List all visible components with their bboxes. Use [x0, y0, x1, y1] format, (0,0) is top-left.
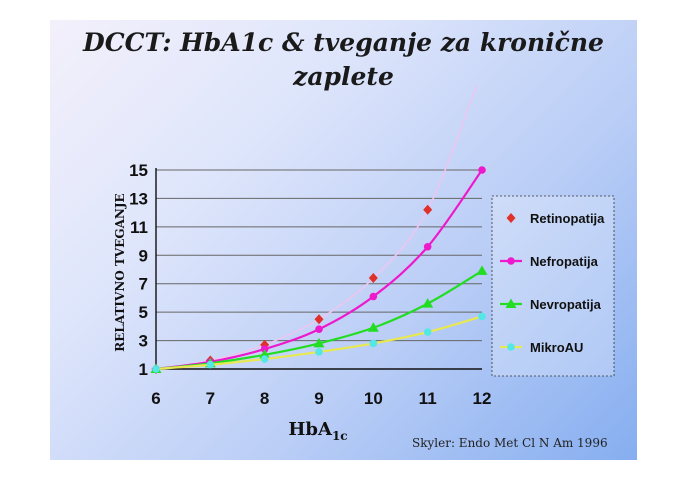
data-point-nefropatija: [478, 166, 486, 174]
y-tick-label: 13: [129, 189, 148, 208]
data-point-mikroau: [478, 312, 486, 321]
data-point-nefropatija: [423, 242, 432, 251]
y-tick-label: 1: [139, 360, 148, 379]
x-tick-label: 6: [151, 389, 160, 408]
data-point-retinopatija: [423, 204, 433, 215]
x-tick-label: 7: [206, 389, 215, 408]
legend-label-mikroau: MikroAU: [530, 340, 583, 355]
x-tick-label: 11: [419, 389, 437, 408]
data-point-mikroau: [260, 355, 269, 363]
x-tick-label: 8: [260, 389, 269, 408]
data-point-retinopatija: [314, 314, 324, 325]
legend-label-nefropatija: Nefropatija: [530, 254, 599, 269]
chart-title-line2: zaplete: [293, 62, 394, 91]
legend-marker-retinopatija: [506, 213, 516, 223]
data-point-mikroau: [315, 348, 323, 356]
x-tick-label: 9: [314, 389, 323, 408]
y-tick-label: 11: [130, 218, 148, 237]
y-tick-label: 7: [139, 275, 148, 294]
data-point-nevropatija: [259, 349, 271, 359]
data-point-nefropatija: [369, 292, 378, 301]
y-tick-label: 5: [139, 303, 148, 322]
y-tick-label: 15: [129, 161, 148, 180]
y-tick-label: 9: [139, 246, 148, 265]
data-point-nevropatija: [313, 337, 325, 348]
data-point-mikroau: [369, 339, 378, 348]
data-point-nevropatija: [476, 265, 488, 275]
data-point-mikroau: [423, 328, 432, 336]
data-point-retinopatija: [368, 273, 378, 284]
data-point-mikroau: [152, 365, 160, 373]
data-point-nevropatija: [422, 298, 434, 308]
data-point-mikroau: [206, 360, 215, 369]
y-axis-label: RELATIVNO TVEGANJE: [113, 193, 127, 351]
x-tick-label: 10: [364, 389, 383, 408]
data-point-nefropatija: [315, 325, 323, 334]
legend-marker-nefropatija: [507, 257, 515, 265]
legend-marker-mikroau: [507, 343, 515, 351]
data-point-nefropatija: [260, 345, 269, 353]
data-point-nevropatija: [367, 322, 379, 332]
legend-label-retinopatija: Retinopatija: [530, 211, 605, 226]
y-tick-label: 3: [139, 332, 148, 351]
chart-title: DCCT: HbA1c & tveganje za kronične zaple…: [50, 26, 637, 94]
chart-title-line1: DCCT: HbA1c & tveganje za kronične: [83, 28, 604, 57]
slide-background: [50, 20, 637, 460]
x-axis-label: HbA1c: [288, 419, 347, 443]
legend-marker-nevropatija: [505, 298, 517, 308]
x-tick-label: 12: [473, 389, 492, 408]
legend-label-nevropatija: Nevropatija: [530, 297, 602, 312]
source-citation: Skyler: Endo Met Cl N Am 1996: [412, 436, 608, 450]
